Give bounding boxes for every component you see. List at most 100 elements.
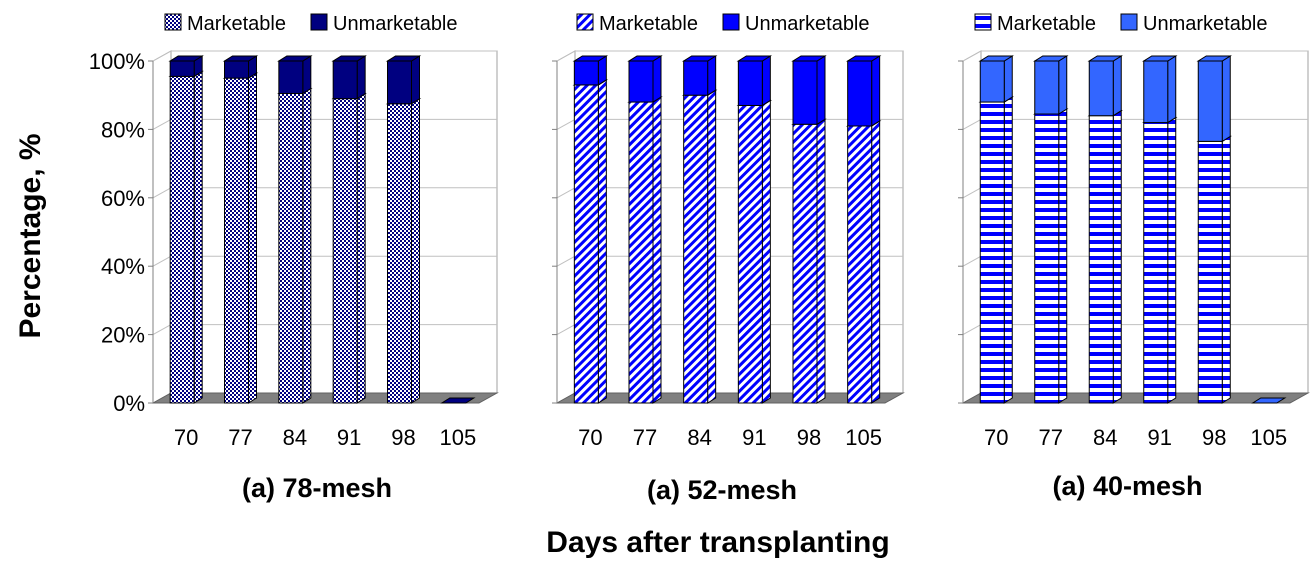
x-tick-label: 77 bbox=[633, 425, 657, 450]
bar-unmarketable bbox=[278, 60, 304, 94]
x-tick-label: 77 bbox=[1039, 425, 1063, 450]
gridline-side bbox=[962, 324, 982, 336]
bar-marketable-side bbox=[816, 118, 826, 404]
bar-marketable-side bbox=[597, 79, 607, 404]
legend-label-marketable: Marketable bbox=[997, 13, 1096, 35]
x-tick-label: 70 bbox=[174, 425, 198, 450]
bar-marketable bbox=[1143, 122, 1169, 404]
bar-unmarketable-side bbox=[1167, 55, 1177, 124]
legend: Marketable Unmarketable bbox=[164, 13, 458, 35]
legend-label-unmarketable: Unmarketable bbox=[745, 13, 870, 35]
bar-unmarketable bbox=[169, 60, 195, 77]
bar-unmarketable bbox=[332, 60, 358, 100]
bar-unmarketable bbox=[628, 60, 654, 103]
panel-title: (a) 40-mesh bbox=[1052, 471, 1202, 501]
bar-marketable-side bbox=[248, 72, 257, 404]
x-tick-label: 70 bbox=[578, 425, 602, 450]
bar-unmarketable-side bbox=[1221, 55, 1231, 143]
gridline-side bbox=[962, 50, 982, 62]
bar-marketable bbox=[847, 125, 873, 404]
side-wall bbox=[152, 50, 172, 404]
gridline-side bbox=[152, 255, 172, 267]
bar-unmarketable-side bbox=[871, 55, 881, 127]
gridline-side bbox=[962, 255, 982, 267]
bar-unmarketable-side bbox=[761, 55, 771, 107]
bar-marketable-side bbox=[652, 96, 662, 404]
bar-marketable-side bbox=[1112, 109, 1122, 404]
bar-marketable bbox=[1034, 113, 1060, 404]
gridline-side bbox=[152, 324, 172, 336]
legend-label-marketable: Marketable bbox=[187, 13, 286, 35]
bar-unmarketable bbox=[737, 60, 763, 106]
bar-marketable bbox=[573, 84, 599, 404]
y-axis-label: Percentage, % bbox=[14, 133, 47, 338]
x-tick-label: 70 bbox=[984, 425, 1008, 450]
x-tick-label: 98 bbox=[797, 425, 821, 450]
x-tick-label: 84 bbox=[687, 425, 711, 450]
x-tick-label: 105 bbox=[439, 425, 476, 450]
bar-zero bbox=[440, 397, 476, 404]
bar-marketable bbox=[979, 101, 1005, 404]
gridline-side bbox=[556, 255, 576, 267]
x-tick-label: 91 bbox=[337, 425, 361, 450]
legend-swatch-marketable bbox=[974, 13, 992, 31]
legend-label-unmarketable: Unmarketable bbox=[1143, 13, 1268, 35]
bar-unmarketable bbox=[683, 60, 709, 96]
gridline-side bbox=[556, 50, 576, 62]
bar-unmarketable-side bbox=[1112, 55, 1122, 117]
x-tick-label: 84 bbox=[283, 425, 307, 450]
side-wall bbox=[962, 50, 982, 404]
bar-unmarketable bbox=[573, 60, 599, 86]
bar-unmarketable-side bbox=[1058, 55, 1068, 115]
bar-marketable-side bbox=[871, 120, 881, 404]
bar-unmarketable bbox=[1197, 60, 1223, 142]
x-tick-label: 91 bbox=[742, 425, 766, 450]
bar-unmarketable bbox=[1088, 60, 1114, 117]
bar-marketable-side bbox=[707, 89, 717, 404]
bar-marketable bbox=[224, 77, 249, 404]
side-wall bbox=[556, 50, 576, 404]
bar-marketable-side bbox=[356, 92, 366, 404]
bar-marketable-side bbox=[761, 99, 771, 404]
bar-marketable bbox=[1088, 115, 1114, 404]
bar-unmarketable-side bbox=[707, 55, 717, 97]
x-tick-label: 105 bbox=[1250, 425, 1287, 450]
bar-unmarketable-side bbox=[356, 55, 366, 100]
panel-78-mesh: 0% 20% 40% 60% 80% 100% 70 77 84 91 98 105 (a) 78-me… bbox=[89, 13, 499, 503]
y-tick-label: 0% bbox=[113, 391, 145, 416]
bar-unmarketable-side bbox=[302, 55, 312, 95]
gridline-side bbox=[152, 118, 172, 130]
bar-unmarketable-side bbox=[1003, 55, 1013, 103]
legend-label-unmarketable: Unmarketable bbox=[333, 13, 458, 35]
bar-marketable bbox=[737, 104, 763, 404]
x-tick-label: 91 bbox=[1148, 425, 1172, 450]
gridline-side bbox=[962, 118, 982, 130]
bar-marketable bbox=[792, 123, 818, 404]
gridline-side bbox=[556, 118, 576, 130]
panel-title: (a) 78-mesh bbox=[242, 473, 392, 503]
bar-marketable bbox=[683, 94, 709, 404]
bar-unmarketable bbox=[979, 60, 1005, 103]
panel-title: (a) 52-mesh bbox=[647, 475, 797, 505]
bar-marketable bbox=[628, 101, 654, 404]
legend-swatch-marketable bbox=[164, 13, 182, 31]
x-tick-label: 105 bbox=[845, 425, 882, 450]
y-tick-label: 60% bbox=[101, 186, 145, 211]
legend: Marketable Unmarketable bbox=[974, 13, 1268, 35]
gridline-side bbox=[556, 187, 576, 199]
bar-marketable-side bbox=[1167, 116, 1177, 404]
bar-unmarketable bbox=[1143, 60, 1169, 124]
bar-marketable bbox=[1197, 140, 1223, 404]
bar-marketable bbox=[169, 75, 195, 404]
bar-unmarketable-side bbox=[652, 55, 662, 103]
gridline-side bbox=[152, 187, 172, 199]
bar-marketable bbox=[332, 98, 358, 404]
bar-zero bbox=[1251, 397, 1287, 404]
x-tick-label: 84 bbox=[1093, 425, 1117, 450]
legend: Marketable Unmarketable bbox=[576, 13, 870, 35]
x-tick-label: 77 bbox=[228, 425, 252, 450]
y-tick-label: 80% bbox=[101, 117, 145, 142]
bar-marketable-side bbox=[411, 97, 420, 404]
bar-unmarketable bbox=[1034, 60, 1060, 115]
